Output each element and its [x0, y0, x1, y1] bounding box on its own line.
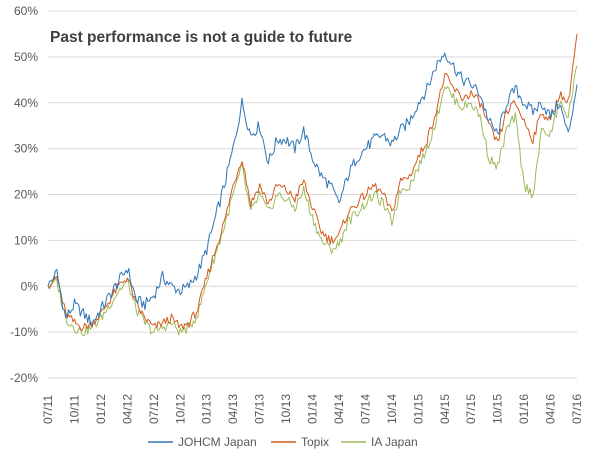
y-tick-label: 10% [14, 233, 38, 247]
x-tick-label: 07/13 [253, 394, 267, 424]
x-tick-label: 07/15 [464, 394, 478, 424]
x-tick-label: 10/12 [173, 394, 187, 424]
x-tick-label: 04/13 [226, 394, 240, 424]
x-tick-label: 04/15 [438, 394, 452, 424]
y-tick-label: 50% [14, 50, 38, 64]
chart-annotation: Past performance is not a guide to futur… [50, 29, 353, 46]
x-tick-label: 04/12 [120, 394, 134, 424]
y-tick-label: 0% [21, 279, 39, 293]
x-tick-label: 01/15 [411, 394, 425, 424]
x-axis-tick-labels: 07/11 10/11 01/12 04/12 07/12 10/12 01/13 04/13… [41, 394, 584, 424]
legend-label: Topix [301, 435, 329, 449]
y-tick-label: 20% [14, 188, 38, 202]
y-tick-label: 30% [14, 142, 38, 156]
x-tick-label: 10/13 [279, 394, 293, 424]
x-tick-label: 01/12 [94, 394, 108, 424]
x-tick-label: 01/13 [200, 394, 214, 424]
x-tick-label: 07/11 [41, 395, 55, 424]
series-lines [47, 33, 578, 336]
x-tick-label: 07/14 [358, 394, 372, 424]
x-tick-label: 07/12 [147, 394, 161, 424]
x-tick-label: 04/14 [332, 394, 346, 424]
y-tick-label: -20% [10, 371, 38, 385]
legend: JOHCM Japan Topix IA Japan [148, 435, 418, 449]
x-tick-label: 10/11 [67, 395, 81, 424]
series-line-ia-japan [47, 65, 578, 336]
legend-label: IA Japan [371, 435, 418, 449]
x-tick-label: 04/16 [544, 394, 558, 424]
y-tick-label: -10% [10, 325, 38, 339]
legend-label: JOHCM Japan [178, 435, 257, 449]
x-tick-label: 01/14 [306, 394, 320, 424]
x-tick-label: 07/16 [570, 394, 584, 424]
y-tick-label: 60% [14, 4, 38, 18]
x-tick-label: 01/16 [517, 394, 531, 424]
x-tick-label: 10/14 [385, 394, 399, 424]
y-axis-tick-labels: -20% -10% 0% 10% 20% 30% 40% 50% 60% [10, 4, 38, 385]
y-tick-label: 40% [14, 96, 38, 110]
x-tick-label: 10/15 [491, 394, 505, 424]
series-line-johcm-japan [47, 52, 578, 326]
gridlines [48, 10, 577, 379]
